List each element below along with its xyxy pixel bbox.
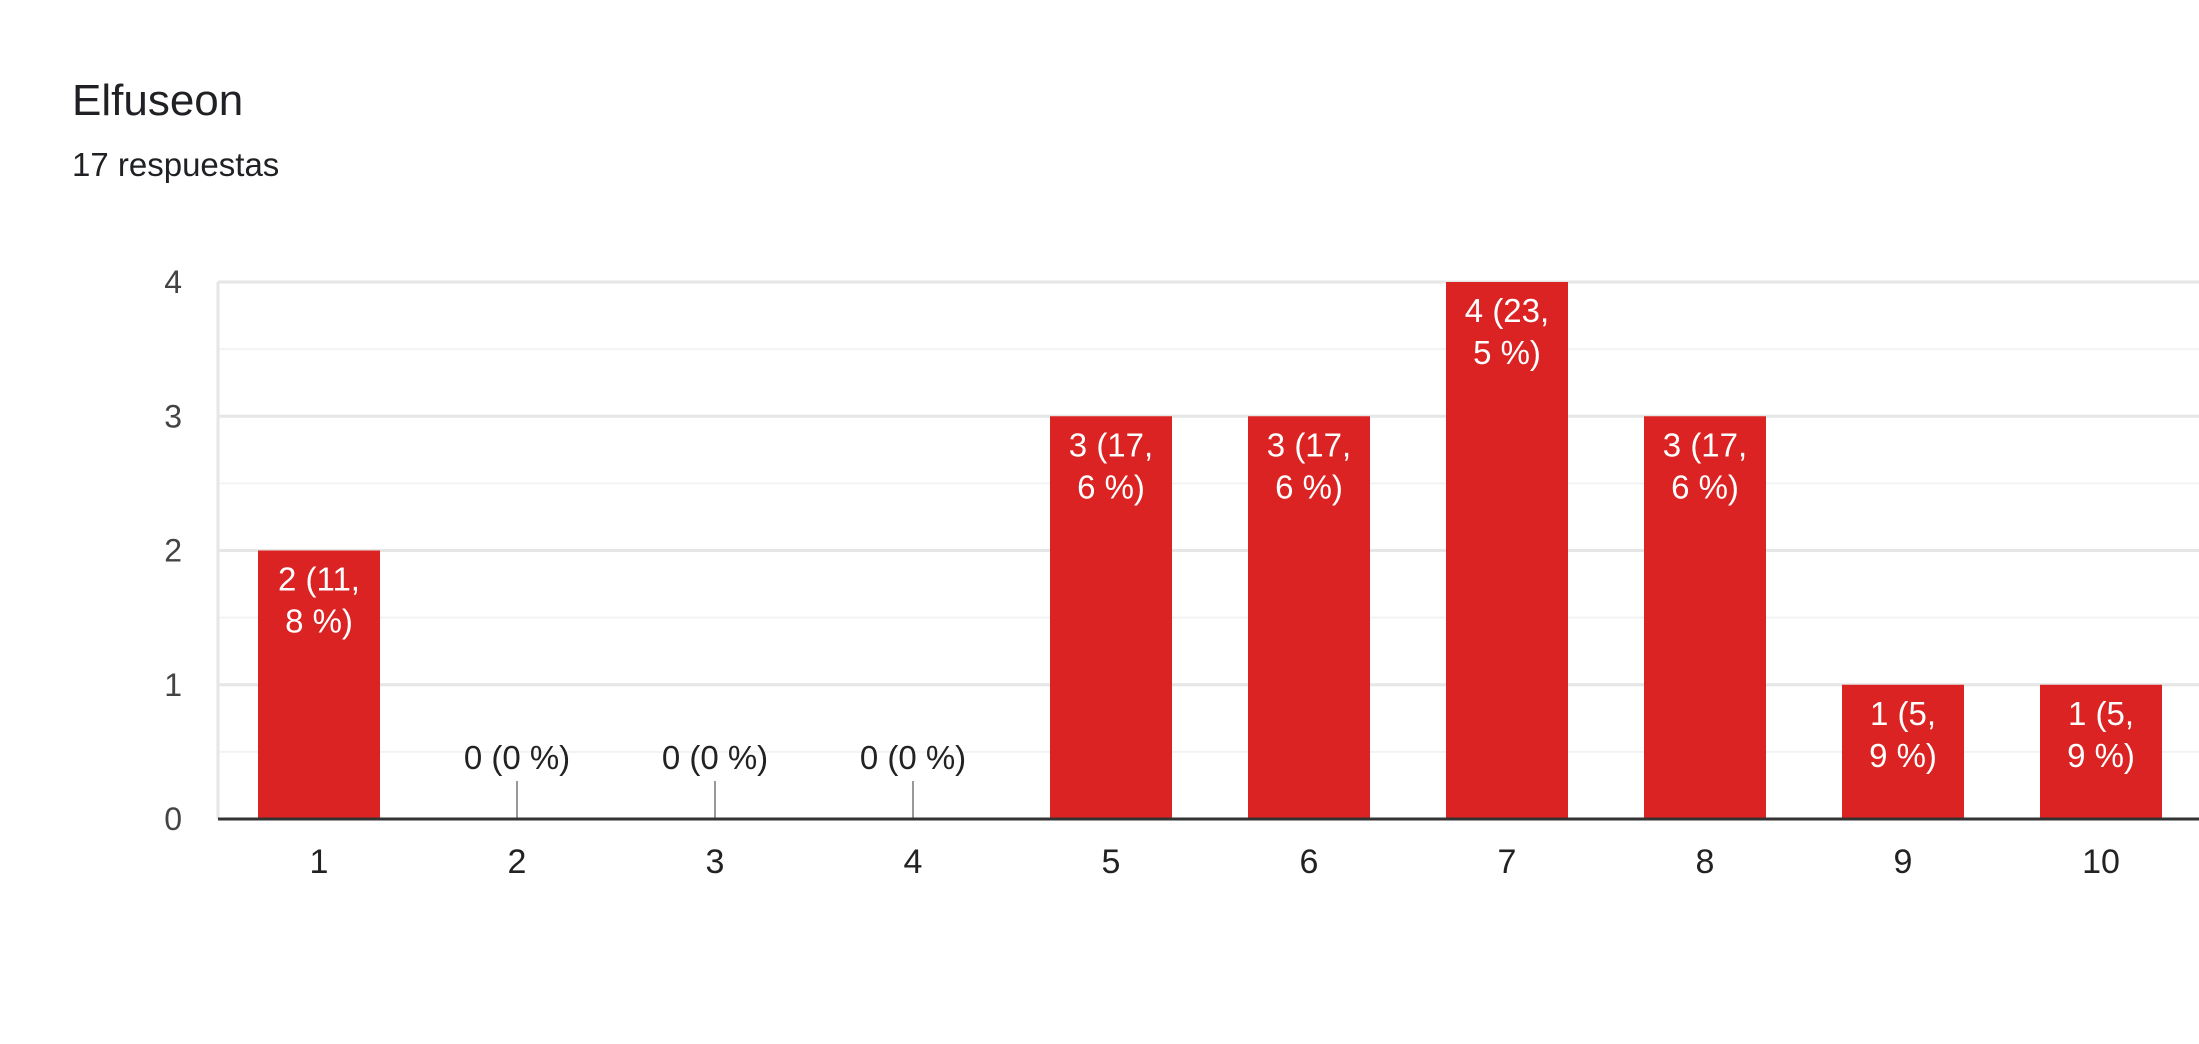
bar xyxy=(2040,684,2162,819)
data-label: 6 %) xyxy=(1077,468,1145,505)
y-tick-label: 4 xyxy=(164,264,182,300)
data-label: 0 (0 %) xyxy=(662,739,768,776)
data-label: 4 (23, xyxy=(1465,292,1549,329)
data-label: 3 (17, xyxy=(1663,426,1747,463)
data-label: 6 %) xyxy=(1275,468,1343,505)
x-tick-label: 8 xyxy=(1696,843,1715,881)
y-tick-label: 0 xyxy=(164,801,182,837)
data-label: 9 %) xyxy=(1869,737,1937,774)
y-tick-label: 2 xyxy=(164,533,182,569)
bar xyxy=(1248,416,1370,819)
x-tick-label: 9 xyxy=(1894,843,1913,881)
chart-title: Elfuseon xyxy=(72,76,244,125)
x-tick-label: 3 xyxy=(706,843,725,881)
y-tick-label: 3 xyxy=(164,398,182,434)
data-label: 1 (5, xyxy=(1870,695,1936,732)
bar xyxy=(258,550,380,819)
x-tick-label: 10 xyxy=(2082,843,2120,881)
x-tick-label: 5 xyxy=(1102,843,1121,881)
x-tick-label: 2 xyxy=(508,843,527,881)
data-label: 0 (0 %) xyxy=(464,739,570,776)
bar xyxy=(1644,416,1766,819)
x-tick-label: 4 xyxy=(904,843,923,881)
x-tick-label: 6 xyxy=(1300,843,1319,881)
x-tick-label: 7 xyxy=(1498,843,1517,881)
data-label: 0 (0 %) xyxy=(860,739,966,776)
data-label: 6 %) xyxy=(1671,468,1739,505)
data-label: 3 (17, xyxy=(1069,426,1153,463)
response-count: 17 respuestas xyxy=(72,146,280,183)
bar xyxy=(1446,282,1568,819)
data-label: 9 %) xyxy=(2067,737,2135,774)
x-axis-ticks: 1 2 3 4 5 6 7 8 9 10 xyxy=(310,843,2120,881)
data-label: 2 (11, xyxy=(278,561,360,598)
data-labels: 2 (11, 8 %) 0 (0 %) 0 (0 %) 0 (0 %) 3 (17, 6 %… xyxy=(278,292,2135,776)
data-label: 5 %) xyxy=(1473,334,1541,371)
data-label: 3 (17, xyxy=(1267,426,1351,463)
y-tick-label: 1 xyxy=(164,667,182,703)
bar xyxy=(1050,416,1172,819)
bar xyxy=(1842,684,1964,819)
data-label: 8 %) xyxy=(285,603,353,640)
bars xyxy=(258,282,2162,819)
grid-lines xyxy=(216,280,2199,819)
x-tick-label: 1 xyxy=(310,843,329,881)
y-axis-ticks: 0 1 2 3 4 xyxy=(164,264,182,837)
data-label: 1 (5, xyxy=(2068,695,2134,732)
